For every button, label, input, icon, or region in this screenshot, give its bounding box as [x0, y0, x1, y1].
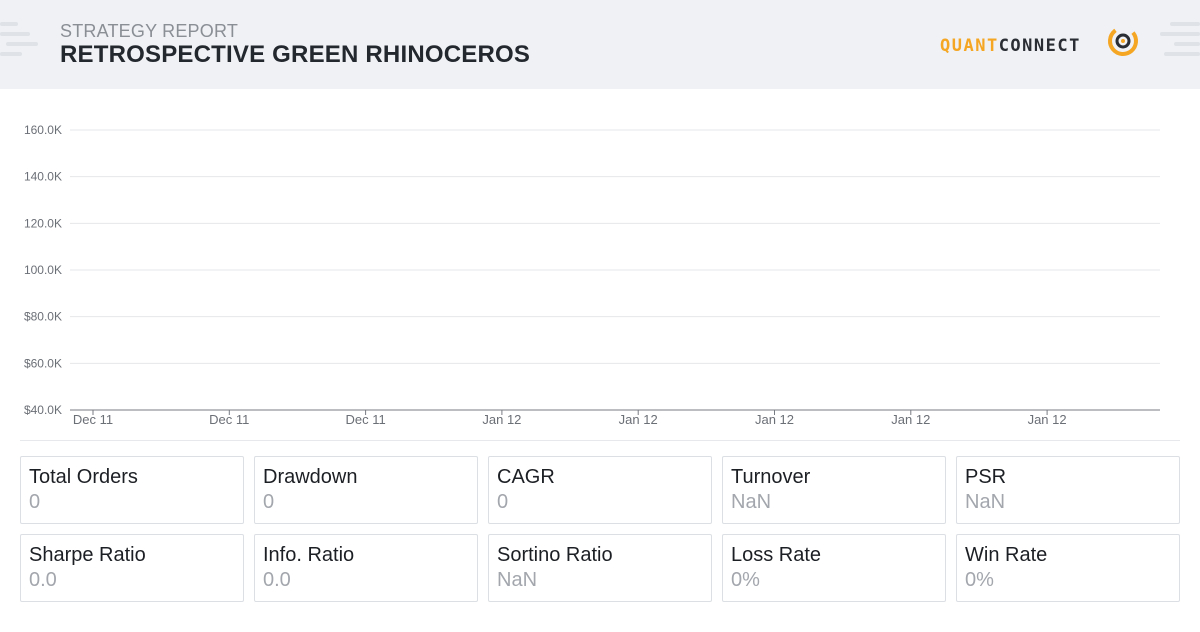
stat-label: Sharpe Ratio: [29, 544, 146, 566]
x-tick-label: Jan 12: [891, 412, 930, 427]
stat-card-drawdown: Drawdown 0: [254, 456, 478, 524]
stat-value: 0: [263, 491, 275, 513]
x-axis-labels: Dec 11 Dec 11 Dec 11 Jan 12 Jan 12 Jan 12 Jan …: [73, 412, 1067, 427]
stat-label: PSR: [965, 466, 1007, 488]
stat-card-info-ratio: Info. Ratio 0.0: [254, 534, 478, 602]
stat-label: Turnover: [731, 466, 811, 488]
x-tick-label: Jan 12: [1028, 412, 1067, 427]
stat-value: 0%: [731, 569, 760, 591]
section-divider: [20, 440, 1180, 441]
stat-value: 0: [497, 491, 509, 513]
stat-card-win-rate: Win Rate 0%: [956, 534, 1180, 602]
stat-label: Loss Rate: [731, 544, 822, 566]
x-tick-label: Dec 11: [345, 412, 385, 427]
stat-card-psr: PSR NaN: [956, 456, 1180, 524]
stat-value: NaN: [497, 569, 538, 591]
stat-label: Total Orders: [29, 466, 138, 488]
x-tick-label: Dec 11: [73, 412, 113, 427]
stat-value: NaN: [731, 491, 772, 513]
stat-value: 0.0: [263, 569, 291, 591]
y-axis-labels: 160.0K 140.0K 120.0K 100.0K $80.0K $60.0K $40.…: [24, 123, 62, 417]
y-gridlines: [70, 129, 1160, 364]
logo-text-connect: CONNECT: [998, 36, 1081, 56]
stat-card-turnover: Turnover NaN: [722, 456, 946, 524]
stat-card-sharpe-ratio: Sharpe Ratio 0.0: [20, 534, 244, 602]
quantconnect-logo-icon: [1108, 26, 1138, 56]
x-tick-label: Jan 12: [755, 412, 794, 427]
stat-value: 0: [29, 491, 41, 513]
stat-card-total-orders: Total Orders 0: [20, 456, 244, 524]
stat-card-loss-rate: Loss Rate 0%: [722, 534, 946, 602]
stat-label: CAGR: [497, 466, 555, 488]
logo-text-quant: QUANT: [940, 36, 999, 56]
stat-value: 0.0: [29, 569, 57, 591]
equity-chart: 160.0K 140.0K 120.0K 100.0K $80.0K $60.0K $40.…: [24, 123, 1160, 427]
y-tick-label: 120.0K: [24, 216, 62, 230]
stat-label: Info. Ratio: [263, 544, 355, 566]
stat-value: 0%: [965, 569, 994, 591]
stat-card-sortino-ratio: Sortino Ratio NaN: [488, 534, 712, 602]
y-tick-label: $80.0K: [24, 310, 62, 324]
stat-value: NaN: [965, 491, 1006, 513]
strategy-title: RETROSPECTIVE GREEN RHINOCEROS: [60, 41, 531, 68]
x-tick-label: Dec 11: [209, 412, 249, 427]
report-subtitle: STRATEGY REPORT: [60, 21, 239, 41]
stat-card-cagr: CAGR 0: [488, 456, 712, 524]
report-header: STRATEGY REPORT RETROSPECTIVE GREEN RHIN…: [0, 0, 1200, 89]
y-tick-label: $40.0K: [24, 403, 62, 417]
y-tick-label: $60.0K: [24, 356, 62, 370]
x-tick-label: Jan 12: [482, 412, 521, 427]
y-tick-label: 140.0K: [24, 170, 62, 184]
stat-label: Win Rate: [965, 544, 1048, 566]
logo-wordmark: QUANTCONNECT: [940, 36, 1081, 56]
y-tick-label: 100.0K: [24, 263, 62, 277]
x-axis-ticks: [92, 410, 1048, 415]
stat-label: Sortino Ratio: [497, 544, 613, 566]
y-tick-label: 160.0K: [24, 123, 62, 137]
x-tick-label: Jan 12: [619, 412, 658, 427]
stat-label: Drawdown: [263, 466, 358, 488]
